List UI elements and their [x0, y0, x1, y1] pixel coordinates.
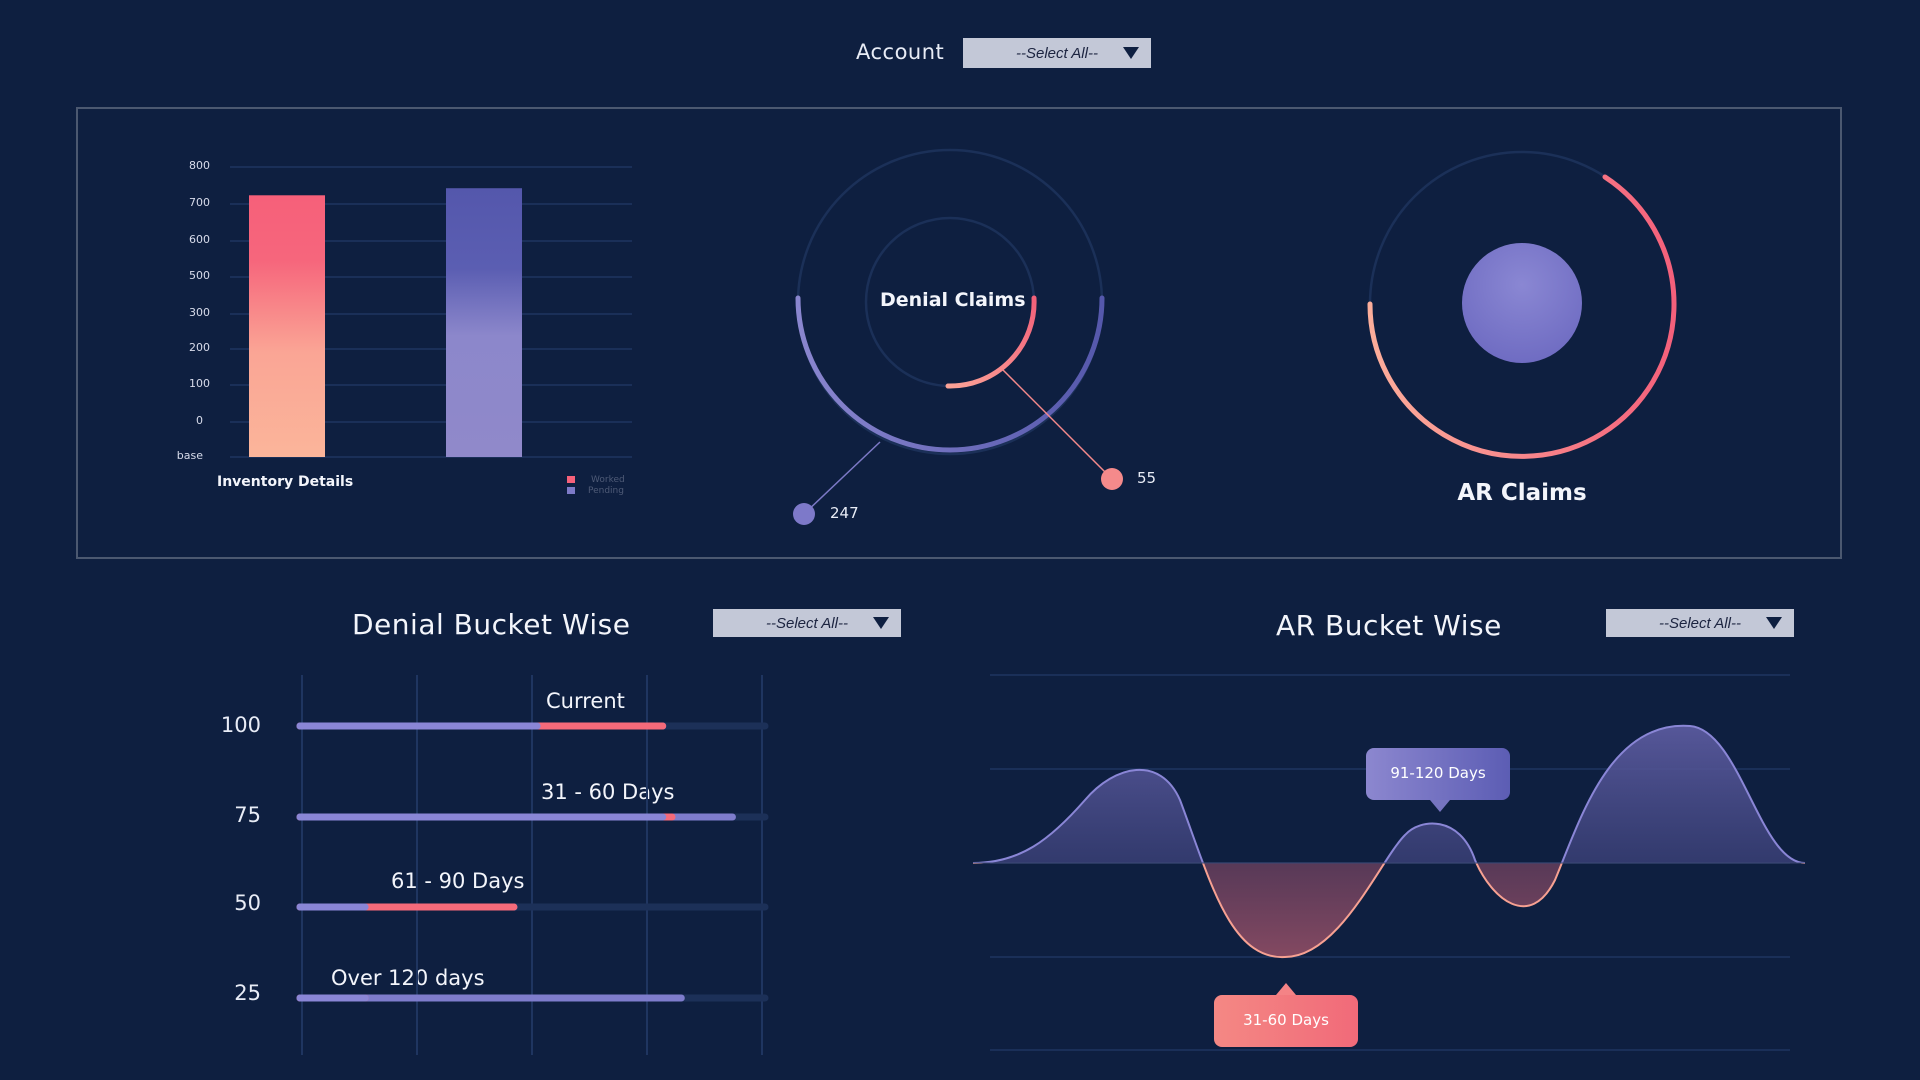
y-tick-700: 700 — [189, 196, 210, 209]
bucket-label-current: Current — [546, 689, 625, 713]
denial-claims-title: Denial Claims — [880, 289, 1026, 311]
ar-bucket-select[interactable]: --Select All-- — [1606, 609, 1794, 637]
y-tick-base: base — [176, 449, 203, 462]
bar-worked — [249, 195, 325, 458]
bucket-label-61-90: 61 - 90 Days — [391, 869, 525, 893]
callout-31-60-label: 31-60 Days — [1243, 1011, 1329, 1029]
ar-bucket-select-value: --Select All-- — [1659, 614, 1741, 632]
denial-inner-dot — [1101, 468, 1123, 490]
ar-bucket-title: AR Bucket Wise — [1276, 609, 1502, 642]
denial-inner-arc — [945, 295, 1037, 389]
denial-bucket-select[interactable]: --Select All-- — [713, 609, 901, 637]
ar-claims-arc — [1367, 174, 1677, 459]
chevron-down-icon — [873, 617, 889, 629]
ar-claims-chart — [1367, 150, 1677, 459]
ar-claims-badge — [1462, 243, 1582, 363]
chevron-down-icon — [1766, 617, 1782, 629]
y-tick-100: 100 — [189, 377, 210, 390]
callout-31-60 — [1214, 983, 1358, 1047]
y-tick-500: 500 — [189, 269, 210, 282]
chevron-down-icon — [1123, 47, 1139, 59]
denial-y-75: 75 — [234, 803, 261, 827]
denial-bucket-bars — [296, 722, 769, 1002]
ar-claims-title: AR Claims — [1457, 480, 1587, 506]
callout-91-120-label: 91-120 Days — [1390, 764, 1486, 782]
denial-outer-arc — [795, 295, 1105, 453]
ar-bucket-area — [972, 724, 1806, 959]
y-tick-0: 0 — [196, 414, 203, 427]
y-tick-800: 800 — [189, 159, 210, 172]
denial-inner-value: 55 — [1137, 469, 1157, 487]
denial-y-100: 100 — [220, 713, 261, 737]
legend-worked-swatch — [567, 476, 575, 483]
ar-line-positive — [972, 724, 1806, 863]
legend-pending-label: Pending — [588, 486, 624, 496]
denial-claims-chart — [793, 148, 1123, 525]
y-tick-200: 200 — [189, 341, 210, 354]
inventory-bars — [249, 188, 522, 458]
bucket-label-over-120: Over 120 days — [331, 966, 485, 990]
inventory-title: Inventory Details — [217, 474, 354, 490]
legend-pending-swatch — [567, 487, 575, 494]
callout-91-120 — [1366, 748, 1510, 812]
legend-worked-label: Worked — [591, 475, 625, 485]
denial-outer-dot — [793, 503, 815, 525]
denial-outer-value: 247 — [830, 504, 859, 522]
denial-y-25: 25 — [234, 981, 261, 1005]
denial-bucket-select-value: --Select All-- — [766, 614, 848, 632]
denial-outer-leader — [803, 441, 881, 515]
denial-inner-leader — [1002, 369, 1113, 480]
bucket-label-31-60: 31 - 60 Days — [541, 780, 675, 804]
y-tick-600: 600 — [189, 233, 210, 246]
denial-y-50: 50 — [234, 891, 261, 915]
denial-bucket-grid — [301, 675, 763, 1055]
account-label: Account — [856, 40, 945, 64]
y-tick-300: 300 — [189, 306, 210, 319]
ar-area-positive — [973, 725, 1805, 863]
account-select[interactable]: --Select All-- — [963, 38, 1151, 68]
summary-panel — [76, 107, 1842, 559]
account-select-value: --Select All-- — [1016, 44, 1098, 62]
bar-pending — [446, 188, 522, 457]
denial-bucket-title: Denial Bucket Wise — [352, 608, 631, 641]
